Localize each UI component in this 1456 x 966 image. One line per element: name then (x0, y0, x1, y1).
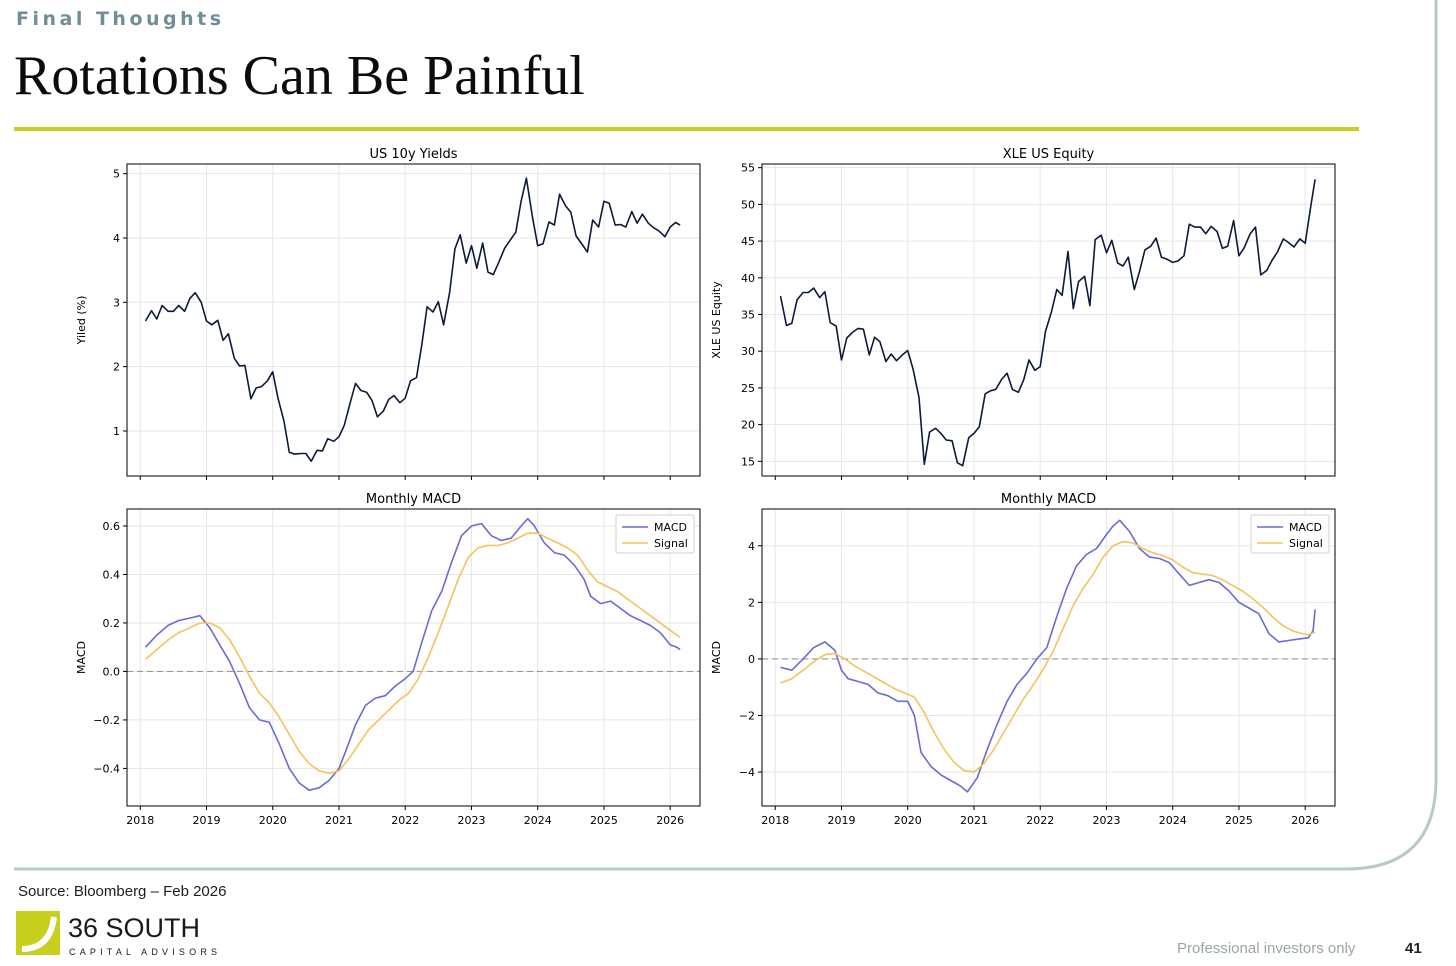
y-tick-label: 20 (741, 419, 755, 432)
x-tick-label: 2021 (325, 814, 353, 827)
x-tick-label: 2025 (590, 814, 618, 827)
legend-label-signal: Signal (654, 537, 688, 550)
y-tick-label: 4 (748, 540, 755, 553)
y-tick-label: −2 (739, 709, 755, 722)
y-tick-label: 5 (113, 168, 120, 181)
section-kicker: Final Thoughts (16, 8, 225, 30)
x-tick-label: 2025 (1225, 814, 1253, 827)
page-title: Rotations Can Be Painful (14, 45, 585, 107)
chart-title: Monthly MACD (366, 492, 461, 507)
y-tick-label: 30 (741, 345, 755, 358)
legend-label-signal: Signal (1289, 537, 1323, 550)
y-axis-label: Yiled (%) (75, 296, 88, 346)
legend-label-macd: MACD (1289, 521, 1322, 534)
x-tick-label: 2022 (391, 814, 419, 827)
y-tick-label: 4 (113, 232, 120, 245)
legend-label-macd: MACD (654, 521, 687, 534)
x-tick-label: 2020 (894, 814, 922, 827)
x-tick-label: 2022 (1026, 814, 1054, 827)
chart-yields-monthly-macd: −0.4 −0.2 0.0 0.2 0.4 0.6 2018 2019 2020 2021 2022… (75, 492, 701, 827)
y-tick-label: 25 (741, 382, 755, 395)
y-tick-label: 2 (748, 596, 755, 609)
y-tick-label: −4 (739, 766, 755, 779)
y-tick-label: 50 (741, 198, 755, 211)
logo-curve (21, 916, 57, 952)
x-tick-label: 2023 (1092, 814, 1120, 827)
x-tick-label: 2024 (1159, 814, 1187, 827)
chart-us-10y-yields: 1 2 3 4 5 US 10y Yields Yiled (%) (75, 147, 701, 480)
y-axis-label: MACD (710, 641, 723, 674)
chart-title: US 10y Yields (370, 147, 458, 162)
plot-area-border (126, 163, 701, 477)
chart-xle-us-equity: 15 20 25 30 35 40 45 50 55 XLE US Equity XLE US Eq… (710, 147, 1336, 480)
x-tick-label: 2018 (761, 814, 789, 827)
brand-subtitle: CAPITAL ADVISORS (69, 947, 221, 957)
series-line-0 (779, 179, 1316, 467)
x-tick-label: 2024 (524, 814, 552, 827)
source-note: Source: Bloomberg – Feb 2026 (18, 883, 227, 900)
y-tick-label: 1 (113, 425, 120, 438)
x-tick-label: 2026 (1291, 814, 1319, 827)
logo-graphic: 36 SOUTH CAPITAL ADVISORS (16, 911, 221, 957)
y-tick-label: 35 (741, 308, 755, 321)
y-tick-label: 2 (113, 361, 120, 374)
company-logo: 36 SOUTH CAPITAL ADVISORS (16, 911, 246, 964)
y-axis-label: XLE US Equity (710, 281, 723, 359)
x-tick-label: 2019 (827, 814, 855, 827)
y-tick-label: 40 (741, 272, 755, 285)
y-tick-label: −0.2 (93, 714, 120, 727)
y-tick-label: 3 (113, 296, 120, 309)
y-axis-label: MACD (75, 641, 88, 674)
audience-disclaimer: Professional investors only (1177, 940, 1356, 957)
y-tick-label: 15 (741, 455, 755, 468)
series-line-macd (780, 519, 1316, 793)
legend: MACD Signal (615, 514, 695, 554)
series-line-macd (144, 517, 681, 791)
y-tick-label: 0.2 (103, 617, 121, 630)
chart-xle-monthly-macd: −4 −2 0 2 4 2018 2019 2020 2021 2022 2023 2024 2025 2… (710, 492, 1336, 827)
page-number: 41 (1405, 940, 1422, 957)
series-line-signal (780, 540, 1316, 773)
plot-area-border (126, 508, 701, 807)
y-tick-label: −0.4 (93, 762, 120, 775)
chart-title: Monthly MACD (1001, 492, 1096, 507)
x-tick-label: 2018 (126, 814, 154, 827)
brand-name: 36 SOUTH (68, 913, 200, 943)
y-tick-label: 0.0 (103, 665, 121, 678)
y-tick-label: 0.4 (103, 568, 121, 581)
x-tick-label: 2023 (457, 814, 485, 827)
title-underline (14, 127, 1359, 131)
y-tick-label: 55 (741, 162, 755, 175)
series-line-signal (144, 532, 681, 775)
y-tick-label: 0.6 (103, 520, 121, 533)
legend: MACD Signal (1250, 514, 1330, 554)
x-tick-label: 2020 (259, 814, 287, 827)
y-tick-label: 0 (748, 653, 755, 666)
x-tick-label: 2021 (960, 814, 988, 827)
y-tick-label: 45 (741, 235, 755, 248)
x-tick-label: 2019 (192, 814, 220, 827)
series-line-0 (144, 177, 681, 462)
chart-title: XLE US Equity (1003, 147, 1095, 162)
plot-area-border (761, 163, 1336, 477)
plot-area-border (761, 508, 1336, 807)
x-tick-label: 2026 (656, 814, 684, 827)
